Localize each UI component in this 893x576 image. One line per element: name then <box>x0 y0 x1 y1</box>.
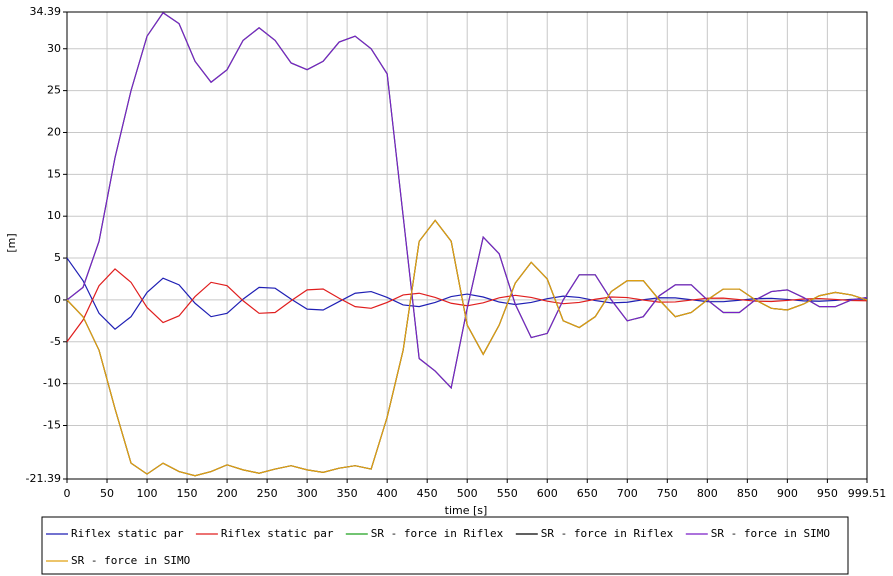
y-tick-label: -10 <box>43 377 61 390</box>
legend-label: SR - force in SIMO <box>711 527 830 540</box>
series-line <box>66 257 868 331</box>
series-line <box>66 219 868 477</box>
x-tick-label: 200 <box>217 487 238 500</box>
legend-label: Riflex static par <box>71 527 184 540</box>
x-tick-label: 800 <box>697 487 718 500</box>
x-tick-label: 500 <box>457 487 478 500</box>
y-tick-label: 5 <box>54 251 61 264</box>
y-tick-label: -21.39 <box>26 472 61 485</box>
x-tick-label: 900 <box>777 487 798 500</box>
y-tick-label: 34.39 <box>30 5 62 18</box>
plot-frame <box>66 11 868 480</box>
x-tick-label: 750 <box>657 487 678 500</box>
x-tick-label: 150 <box>177 487 198 500</box>
x-tick-label: 450 <box>417 487 438 500</box>
legend-label: SR - force in Riflex <box>541 527 674 540</box>
legend-label: Riflex static par <box>221 527 334 540</box>
legend-label: SR - force in Riflex <box>371 527 504 540</box>
legend-box <box>41 516 849 575</box>
x-tick-label: 950 <box>817 487 838 500</box>
x-tick-label: 400 <box>377 487 398 500</box>
x-tick-label: 350 <box>337 487 358 500</box>
y-tick-label: 0 <box>54 293 61 306</box>
x-tick-label: 0 <box>64 487 71 500</box>
y-tick-label: -15 <box>43 419 61 432</box>
x-tick-label: 999.51 <box>848 487 887 500</box>
y-tick-label: 10 <box>47 209 61 222</box>
y-tick-label: 15 <box>47 167 61 180</box>
x-tick-label: 250 <box>257 487 278 500</box>
x-tick-label: 300 <box>297 487 318 500</box>
y-tick-label: 20 <box>47 125 61 138</box>
legend-label: SR - force in SIMO <box>71 554 190 567</box>
series-line <box>66 11 868 390</box>
x-tick-label: 550 <box>497 487 518 500</box>
x-tick-label: 100 <box>137 487 158 500</box>
y-tick-label: 25 <box>47 84 61 97</box>
x-tick-label: 700 <box>617 487 638 500</box>
x-tick-label: 850 <box>737 487 758 500</box>
y-axis-label: [m] <box>5 233 18 252</box>
y-tick-label: -5 <box>50 335 61 348</box>
x-axis-label: time [s] <box>445 504 488 517</box>
y-tick-label: 30 <box>47 42 61 55</box>
x-tick-label: 600 <box>537 487 558 500</box>
x-tick-label: 50 <box>100 487 114 500</box>
x-tick-label: 650 <box>577 487 598 500</box>
